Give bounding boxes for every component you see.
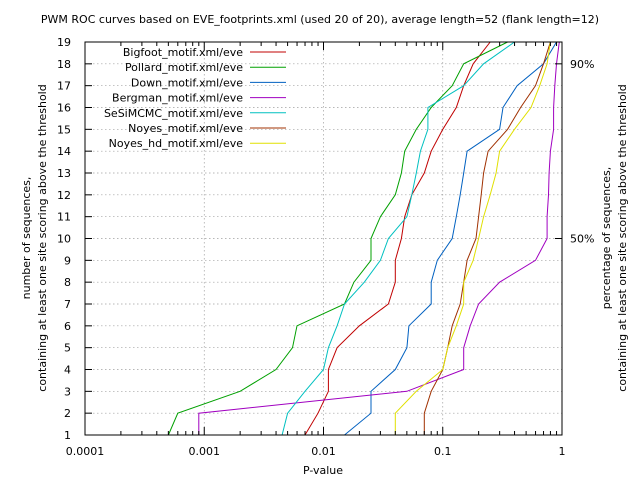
x-tick-label: 0.001 <box>189 445 221 458</box>
series-lines <box>167 41 560 436</box>
series-line-pollard <box>167 41 508 436</box>
legend-label: Noyes_hd_motif.xml/eve <box>109 137 244 150</box>
series-line-sesimcmc <box>281 41 515 436</box>
x-axis-label: P-value <box>303 464 343 477</box>
x-tick-label: 0.01 <box>311 445 336 458</box>
legend-item: Noyes_hd_motif.xml/eve <box>109 137 286 150</box>
axis-ticks <box>84 41 563 436</box>
y-tick-label: 1 <box>64 429 71 442</box>
y-tick-label: 12 <box>57 189 71 202</box>
y2-tick-label: 90% <box>570 58 594 71</box>
y-tick-label: 9 <box>64 254 71 267</box>
series-line-noyes <box>423 41 551 435</box>
y2-axis-label-line1: percentage of sequences, <box>600 167 613 309</box>
series-line-bigfoot <box>304 41 491 436</box>
x-tick-labels: 0.0001 0.001 0.01 0.1 1 <box>66 445 566 458</box>
grid-lines <box>85 42 562 435</box>
y2-tick-label: 50% <box>570 233 594 246</box>
legend-label: SeSiMCMC_motif.xml/eve <box>104 107 243 120</box>
y-tick-label: 5 <box>64 342 71 355</box>
series-line-noyes-hd <box>394 41 551 435</box>
y-tick-label: 8 <box>64 276 71 289</box>
y-tick-label: 16 <box>57 102 71 115</box>
y-tick-label: 10 <box>57 233 71 246</box>
x-tick-label: 1 <box>559 445 566 458</box>
legend-item: Noyes_motif.xml/eve <box>128 122 286 135</box>
y-tick-label: 6 <box>64 320 71 333</box>
legend-label: Pollard_motif.xml/eve <box>125 61 243 74</box>
y-axis-label-line2: containing at least one site scoring abo… <box>36 84 49 391</box>
y-tick-label: 4 <box>64 364 71 377</box>
x-tick-label: 0.1 <box>434 445 452 458</box>
legend-item: Bigfoot_motif.xml/eve <box>123 46 286 59</box>
y2-axis-label-line2: containing at least one site scoring abo… <box>616 84 629 391</box>
legend-label: Noyes_motif.xml/eve <box>128 122 243 135</box>
y-axis-label-line1: number of sequences, <box>20 177 33 300</box>
y-tick-label: 19 <box>57 36 71 49</box>
y-tick-label: 13 <box>57 167 71 180</box>
series-line-down <box>344 41 557 436</box>
legend: Bigfoot_motif.xml/eve Pollard_motif.xml/e… <box>104 46 286 150</box>
legend-label: Bigfoot_motif.xml/eve <box>123 46 243 59</box>
y-tick-label: 3 <box>64 385 71 398</box>
legend-label: Bergman_motif.xml/eve <box>112 92 243 105</box>
legend-item: SeSiMCMC_motif.xml/eve <box>104 107 286 120</box>
x-tick-label: 0.0001 <box>66 445 105 458</box>
chart-title: PWM ROC curves based on EVE_footprints.x… <box>41 13 599 26</box>
legend-item: Pollard_motif.xml/eve <box>125 61 286 74</box>
y-tick-label: 2 <box>64 407 71 420</box>
series-line-bergman <box>198 41 560 435</box>
y2-tick-labels: 50% 90% <box>570 58 594 246</box>
legend-label: Down_motif.xml/eve <box>131 76 243 89</box>
legend-item: Down_motif.xml/eve <box>131 76 286 89</box>
y-tick-label: 17 <box>57 80 71 93</box>
y-tick-label: 14 <box>57 145 71 158</box>
y-tick-label: 18 <box>57 58 71 71</box>
legend-item: Bergman_motif.xml/eve <box>112 92 286 105</box>
y-tick-label: 15 <box>57 123 71 136</box>
y-tick-label: 7 <box>64 298 71 311</box>
y-tick-label: 11 <box>57 211 71 224</box>
